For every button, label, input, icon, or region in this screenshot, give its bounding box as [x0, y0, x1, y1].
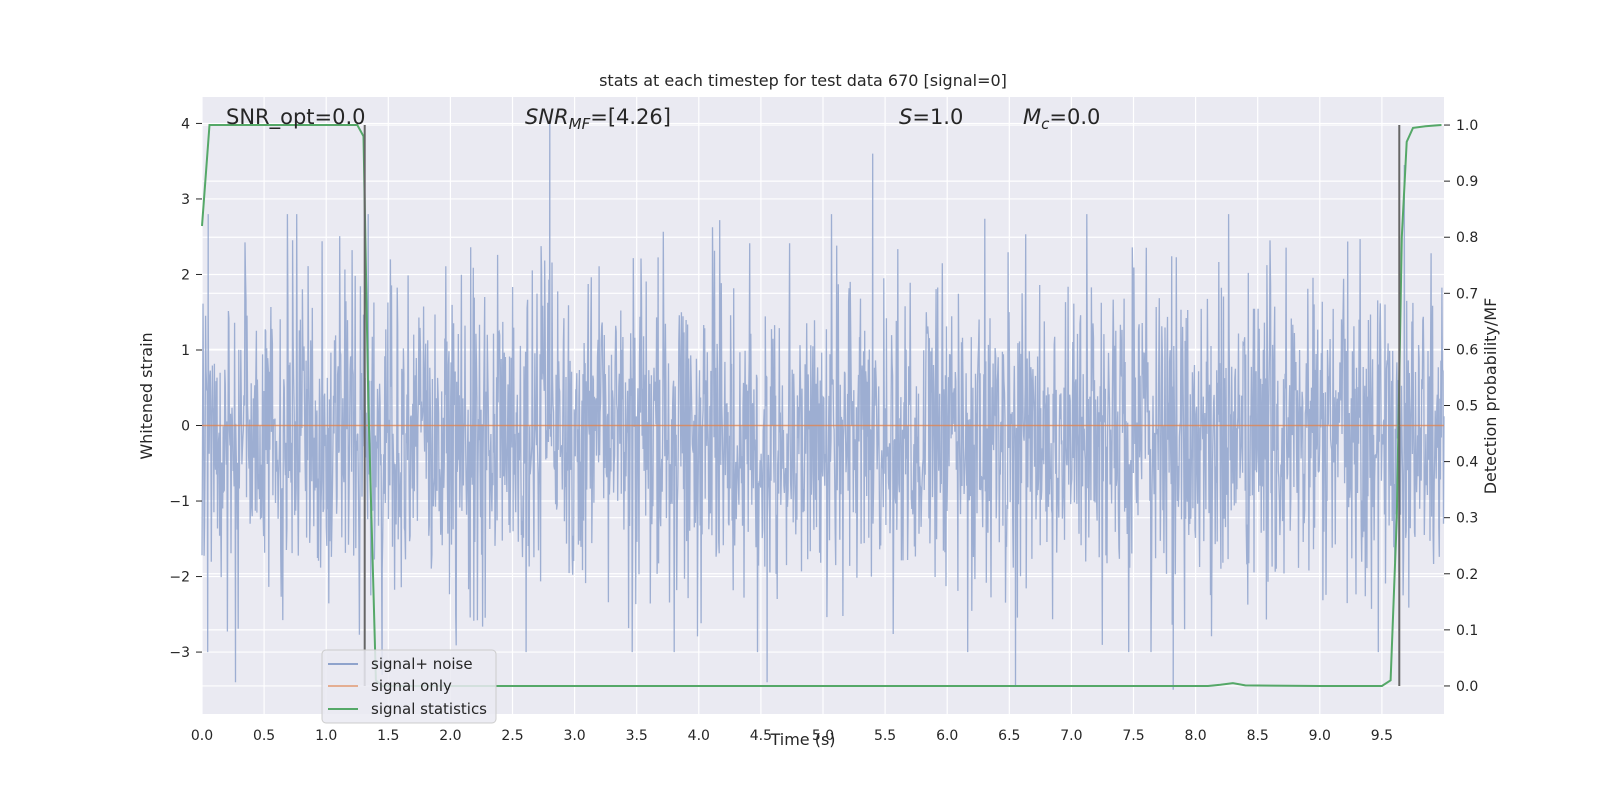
y-right-tick-label: 0.9 — [1456, 174, 1478, 190]
annotation-s-value: =1.0 — [912, 105, 963, 129]
y-left-axis-label: Whitened strain — [137, 332, 156, 459]
legend-box — [321, 649, 497, 724]
legend-label-noise: signal+ noise — [371, 655, 473, 673]
y-right-tick-label: 0.0 — [1456, 679, 1478, 695]
x-tick-label: 0.5 — [253, 728, 275, 744]
y-right-tick-label: 0.3 — [1456, 511, 1478, 527]
y-left-tick-label: 4 — [181, 116, 190, 132]
legend: signal+ noise signal only signal statist… — [321, 649, 497, 724]
y-right-tick-label: 0.7 — [1456, 286, 1478, 302]
x-tick-label: 8.5 — [1247, 728, 1269, 744]
annotation-snr-opt: SNR_opt=0.0 — [226, 105, 366, 130]
x-tick-label: 4.0 — [688, 728, 710, 744]
y-left-tick-label: −3 — [169, 645, 190, 661]
x-tick-label: 9.0 — [1309, 728, 1331, 744]
y-left-axis-ticks: −3 −2 −1 0 1 2 3 4 — [169, 116, 202, 661]
y-right-tick-label: 1.0 — [1456, 118, 1478, 134]
x-tick-label: 3.5 — [626, 728, 648, 744]
y-right-axis-ticks: 0.0 0.1 0.2 0.3 0.4 0.5 0.6 0.7 0.8 0.9 1.0 — [1444, 118, 1478, 695]
legend-label-statistics: signal statistics — [371, 700, 487, 718]
y-right-tick-label: 0.6 — [1456, 342, 1478, 358]
y-left-tick-label: 3 — [181, 192, 190, 208]
y-left-tick-label: 1 — [181, 343, 190, 359]
x-tick-label: 2.5 — [501, 728, 523, 744]
annotation-mc-prefix: M — [1023, 105, 1041, 129]
annotation-mc-sub: c — [1041, 115, 1050, 133]
x-tick-label: 9.5 — [1371, 728, 1393, 744]
x-tick-label: 1.5 — [377, 728, 399, 744]
y-right-tick-label: 0.5 — [1456, 399, 1478, 415]
x-tick-label: 6.5 — [998, 728, 1020, 744]
y-right-tick-label: 0.2 — [1456, 567, 1478, 583]
annotation-s: S=1.0 — [899, 105, 963, 129]
x-tick-label: 3.0 — [563, 728, 585, 744]
annotation-snr-mf-prefix: SNR — [525, 105, 569, 129]
y-left-tick-label: −1 — [169, 494, 190, 510]
y-left-tick-label: 0 — [181, 419, 190, 435]
x-tick-label: 0.0 — [191, 728, 213, 744]
annotation-mc-value: =0.0 — [1049, 105, 1100, 129]
x-tick-label: 5.0 — [812, 728, 834, 744]
x-tick-label: 7.5 — [1122, 728, 1144, 744]
x-axis-ticks: 0.0 0.5 1.0 1.5 2.0 2.5 3.0 3.5 4.0 4.5 5.0 5.5 6.0 6… — [191, 728, 1393, 744]
chart-title: stats at each timestep for test data 670… — [599, 71, 1007, 90]
legend-label-signal-only: signal only — [371, 677, 452, 695]
x-tick-label: 1.0 — [315, 728, 337, 744]
annotation-snr-mf-sub: MF — [569, 115, 591, 133]
x-tick-label: 2.0 — [439, 728, 461, 744]
x-tick-label: 4.5 — [750, 728, 772, 744]
y-left-tick-label: 2 — [181, 267, 190, 283]
vertical-markers — [363, 125, 1401, 686]
annotation-snr-mf: SNRMF=[4.26] — [525, 105, 671, 133]
x-tick-label: 6.0 — [936, 728, 958, 744]
annotation-s-prefix: S — [899, 105, 912, 129]
annotation-mc: Mc=0.0 — [1023, 105, 1100, 133]
noise-trace — [201, 123, 1445, 690]
series-signal-plus-noise — [201, 123, 1445, 690]
y-right-tick-label: 0.4 — [1456, 455, 1478, 471]
y-right-tick-label: 0.8 — [1456, 230, 1478, 246]
y-right-tick-label: 0.1 — [1456, 623, 1478, 639]
annotation-snr-mf-value: =[4.26] — [590, 105, 671, 129]
x-tick-label: 7.0 — [1060, 728, 1082, 744]
x-axis-label: Time (s) — [769, 730, 835, 749]
x-tick-label: 5.5 — [874, 728, 896, 744]
x-tick-label: 8.0 — [1184, 728, 1206, 744]
y-right-axis-label: Detection probability/MF — [1481, 298, 1500, 495]
y-left-tick-label: −2 — [169, 570, 190, 586]
